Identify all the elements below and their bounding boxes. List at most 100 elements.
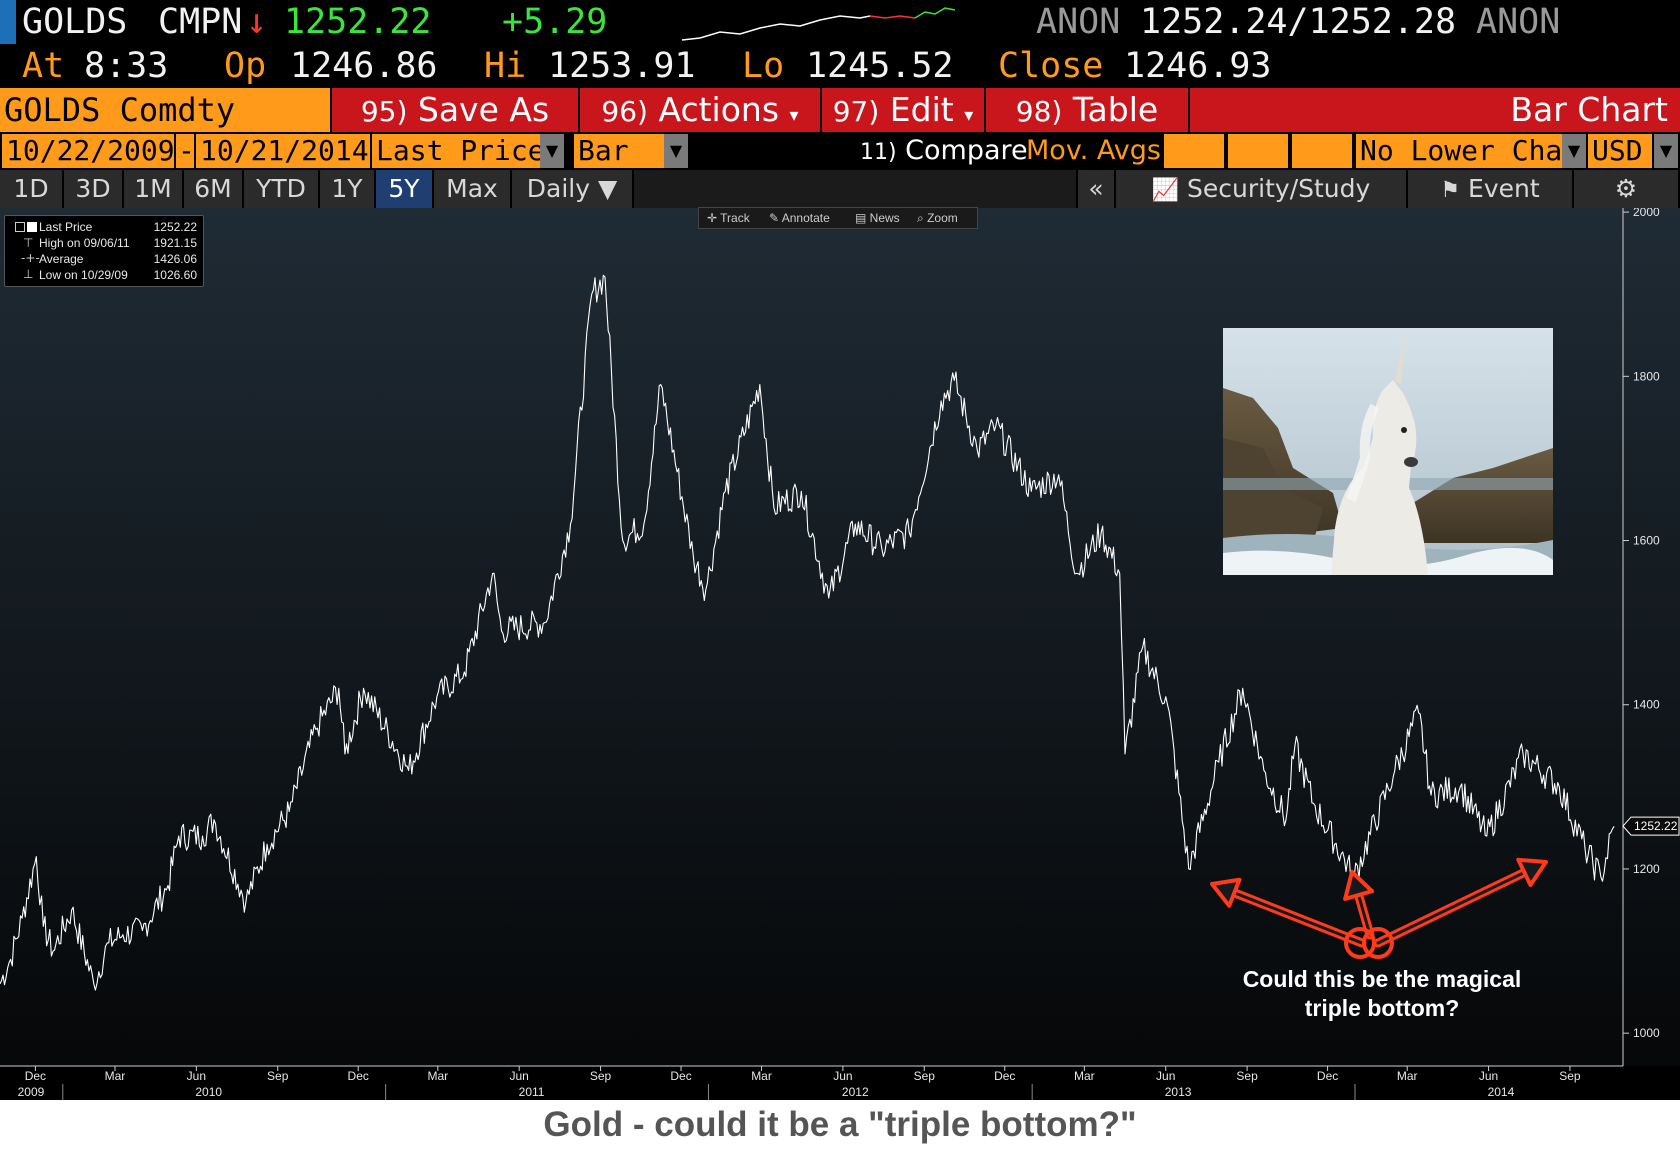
tab-ytd[interactable]: YTD <box>244 170 320 208</box>
arrow-right <box>1373 857 1548 948</box>
sparkline-green <box>914 7 956 19</box>
security-field[interactable]: GOLDS Comdty <box>0 88 330 132</box>
currency-dropdown-icon[interactable]: ▼ <box>1654 134 1678 168</box>
annotation-line-1: Could this be the magical <box>1242 966 1522 992</box>
x-month-label: Sep <box>1236 1069 1258 1083</box>
annotation-line-2: triple bottom? <box>1304 995 1460 1021</box>
field-dropdown-icon[interactable]: ▼ <box>540 134 564 168</box>
at-label: At <box>22 46 65 86</box>
y-tick-label: 1000 <box>1633 1026 1660 1040</box>
arrow-middle <box>1343 870 1375 940</box>
table-button[interactable]: 98) Table <box>986 88 1190 132</box>
tab-3d[interactable]: 3D <box>64 170 124 208</box>
ticker-change: +5.29 <box>502 2 608 42</box>
high-marker-icon: ⊤ <box>23 236 34 250</box>
sparkline-red <box>869 15 916 19</box>
arrow-middle-shaft-inner <box>1357 893 1372 937</box>
tab-max[interactable]: Max <box>434 170 512 208</box>
track-tool[interactable]: ✛ Track <box>707 208 750 228</box>
contributor-right: ANON <box>1476 2 1561 42</box>
gear-icon[interactable]: ⚙ <box>1574 170 1680 208</box>
sparkline <box>681 7 956 41</box>
contributor-left: ANON <box>1036 2 1121 42</box>
actions-num: 96) <box>601 95 648 128</box>
field-select[interactable]: Last Price <box>372 134 540 168</box>
ticker-source: CMPN <box>158 2 243 42</box>
tab-6m[interactable]: 6M <box>184 170 244 208</box>
edit-button[interactable]: 97) Edit ▾ <box>822 88 986 132</box>
open-label: Op <box>224 46 267 86</box>
tab-5y[interactable]: 5Y <box>376 170 434 208</box>
x-month-label: Mar <box>751 1069 772 1083</box>
currency-select[interactable]: USD <box>1588 134 1652 168</box>
mov-avgs-button[interactable]: Mov. Avgs <box>1026 135 1161 166</box>
frequency-dropdown[interactable]: Daily ▼ <box>512 170 634 208</box>
arrow-right-shaft-inner <box>1376 870 1526 945</box>
x-month-label: Sep <box>1559 1069 1581 1083</box>
actions-dropdown-icon: ▾ <box>789 105 799 126</box>
price-line <box>0 274 1615 991</box>
chart-style-select[interactable]: Bar <box>574 134 664 168</box>
x-month-label: Jun <box>187 1069 206 1083</box>
end-date-field[interactable]: 10/21/2014 <box>196 134 370 168</box>
lower-chart-dropdown-icon[interactable]: ▼ <box>1562 134 1586 168</box>
security-study-button[interactable]: 📈 Security/Study <box>1116 170 1408 208</box>
event-label: Event <box>1468 174 1540 203</box>
tabs-spacer <box>634 170 1078 208</box>
magnifier-icon: ⌕ <box>917 211 928 225</box>
down-arrow-icon: ↓ <box>246 2 268 42</box>
x-month-label: Jun <box>1479 1069 1498 1083</box>
actions-button[interactable]: 96) Actions ▾ <box>580 88 822 132</box>
x-month-label: Dec <box>670 1069 691 1083</box>
legend-average-label: Average <box>39 252 84 266</box>
event-flag-icon: ⚑ <box>1440 178 1461 203</box>
legend-low-label: Low on 10/29/09 <box>39 268 128 282</box>
unicorn-image <box>1223 328 1553 575</box>
x-month-label: Mar <box>1074 1069 1095 1083</box>
tab-1y[interactable]: 1Y <box>320 170 376 208</box>
collapse-button[interactable]: « <box>1078 170 1116 208</box>
blank-field-2[interactable] <box>1228 134 1288 168</box>
ticker-security[interactable]: GOLDS <box>22 2 128 42</box>
start-date-field[interactable]: 10/22/2009 <box>2 134 174 168</box>
frequency-label: Daily <box>526 174 591 203</box>
legend-collapse-icon[interactable] <box>15 222 25 232</box>
tab-1m[interactable]: 1M <box>124 170 184 208</box>
legend-high-value: 1921.15 <box>153 236 197 250</box>
figure-caption: Gold - could it be a "triple bottom?" <box>543 1105 1137 1144</box>
event-button[interactable]: ⚑ Event <box>1408 170 1574 208</box>
y-tick-label: 2000 <box>1633 208 1660 219</box>
chart-legend[interactable]: Last Price 1252.22 ⊤ High on 09/06/11 19… <box>4 215 204 287</box>
news-tool[interactable]: ▤ News <box>855 208 900 228</box>
chart-toolbar: ✛ Track ✎ Annotate ▤ News ⌕ Zoom <box>698 207 978 229</box>
annotate-label: Annotate <box>781 211 830 225</box>
x-year-label: 2012 <box>842 1085 869 1099</box>
save-as-button[interactable]: 95) Save As <box>332 88 580 132</box>
tab-1d[interactable]: 1D <box>0 170 64 208</box>
price-series <box>0 274 1615 991</box>
table-num: 98) <box>1015 95 1063 128</box>
blank-field-1[interactable] <box>1164 134 1224 168</box>
arrow-left-head <box>1210 877 1242 908</box>
x-year-label: 2011 <box>519 1085 545 1099</box>
zoom-label: Zoom <box>927 211 958 225</box>
ticker-panel: GOLDS CMPN ↓ 1252.22 +5.29 ANON 1252.24/… <box>0 0 1680 88</box>
zoom-tool[interactable]: ⌕ Zoom <box>917 208 958 228</box>
last-price-marker: 1252.22 <box>1622 816 1680 836</box>
news-label: News <box>869 211 900 225</box>
x-month-label: Mar <box>1397 1069 1418 1083</box>
low-marker-icon: ⊥ <box>23 267 34 281</box>
date-separator: - <box>176 134 194 168</box>
lower-chart-select[interactable]: No Lower Chart <box>1356 134 1562 168</box>
arrow-hub-left <box>1344 927 1376 959</box>
arrow-hub-right <box>1362 927 1394 959</box>
ticker-flag <box>0 0 16 44</box>
blank-field-3[interactable] <box>1292 134 1352 168</box>
annotate-tool[interactable]: ✎ Annotate <box>769 208 830 228</box>
command-bar: GOLDS Comdty 95) Save As 96) Actions ▾ 9… <box>0 88 1680 132</box>
ticker-last-price: 1252.22 <box>284 2 432 42</box>
compare-button[interactable]: 11) Compare <box>860 134 1028 170</box>
style-dropdown-icon[interactable]: ▼ <box>664 134 688 168</box>
last-price-tag-label: 1252.22 <box>1634 819 1678 833</box>
actions-label: Actions <box>658 90 780 129</box>
